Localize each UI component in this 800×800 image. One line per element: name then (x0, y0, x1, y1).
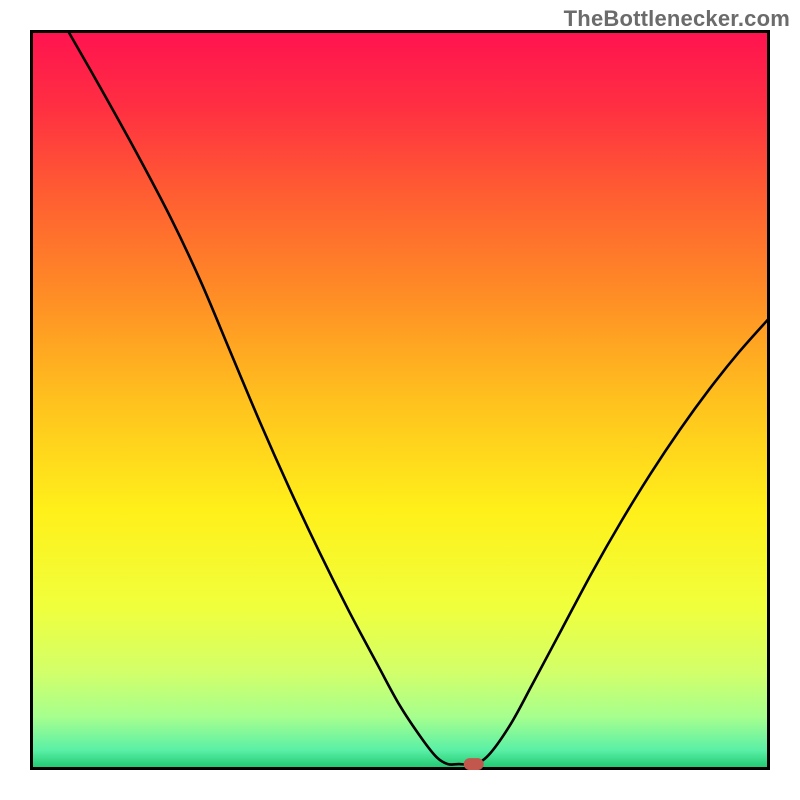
watermark-text: TheBottlenecker.com (564, 6, 790, 32)
gradient-background (32, 32, 769, 769)
chart-svg (30, 30, 770, 770)
optimal-marker (464, 758, 484, 770)
plot-area (30, 30, 770, 770)
chart-canvas: TheBottlenecker.com (0, 0, 800, 800)
